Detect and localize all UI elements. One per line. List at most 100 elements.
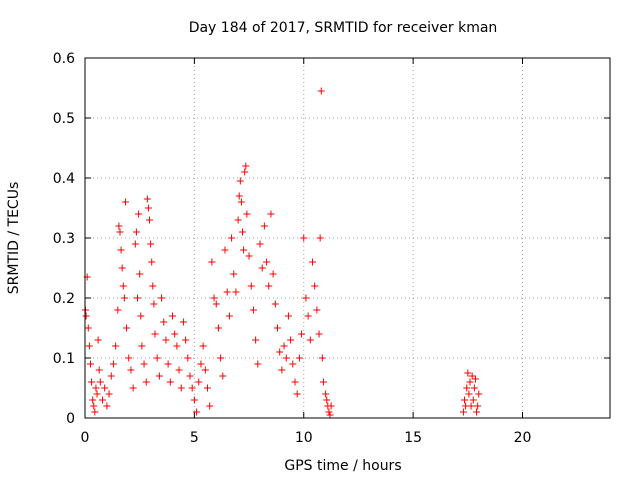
data-point xyxy=(158,294,166,302)
data-point xyxy=(217,354,225,362)
data-point xyxy=(127,366,135,374)
data-point xyxy=(92,384,100,392)
data-point xyxy=(232,288,240,296)
data-point xyxy=(190,396,198,404)
data-point xyxy=(123,324,131,332)
y-tick-label: 0.1 xyxy=(53,351,75,367)
data-point xyxy=(148,258,156,266)
data-point xyxy=(326,411,334,419)
data-point xyxy=(186,372,194,380)
data-point xyxy=(136,270,144,278)
data-point xyxy=(318,354,326,362)
data-point xyxy=(129,384,137,392)
data-point xyxy=(256,240,264,248)
data-point xyxy=(119,282,127,290)
data-point xyxy=(228,234,236,242)
data-point xyxy=(99,396,106,404)
data-point xyxy=(289,360,297,368)
data-point xyxy=(112,342,120,350)
data-point xyxy=(459,408,467,416)
data-point xyxy=(177,384,185,392)
data-point xyxy=(219,372,227,380)
data-point xyxy=(147,240,155,248)
data-point xyxy=(295,354,303,362)
data-point xyxy=(306,336,314,344)
x-tick-label: 0 xyxy=(81,430,90,446)
y-tick-label: 0.5 xyxy=(53,111,75,127)
data-point xyxy=(315,330,323,338)
data-point xyxy=(300,234,308,242)
axis-ticks: 0 5 10 15 20 0 0.1 0.2 0.3 0.4 0.5 0.6 xyxy=(53,51,610,446)
data-point xyxy=(151,330,159,338)
data-point xyxy=(237,198,245,206)
data-point xyxy=(204,384,211,392)
data-point xyxy=(94,336,102,344)
data-point xyxy=(155,372,163,380)
data-point xyxy=(469,396,477,404)
data-point xyxy=(142,378,150,386)
data-point xyxy=(138,342,146,350)
data-point xyxy=(302,294,310,302)
data-point xyxy=(171,330,179,338)
data-point xyxy=(208,258,216,266)
data-point xyxy=(144,204,152,212)
data-point xyxy=(195,378,203,386)
data-point xyxy=(319,378,327,386)
data-point xyxy=(149,282,157,290)
data-point xyxy=(311,282,319,290)
data-point xyxy=(276,348,284,356)
data-point xyxy=(291,378,299,386)
data-point xyxy=(95,366,103,374)
data-point xyxy=(105,390,113,398)
data-point xyxy=(465,390,473,398)
data-point xyxy=(143,195,151,203)
data-point xyxy=(240,246,248,254)
data-point xyxy=(245,252,253,260)
data-point xyxy=(134,294,141,302)
data-point xyxy=(254,360,262,368)
data-point xyxy=(197,360,205,368)
x-tick-label: 10 xyxy=(295,430,313,446)
y-tick-label: 0.3 xyxy=(53,231,75,247)
data-point xyxy=(175,366,183,374)
data-point xyxy=(475,390,483,398)
data-point xyxy=(304,312,312,320)
y-tick-label: 0.2 xyxy=(53,291,75,307)
y-axis-label: SRMTID / TECUs xyxy=(6,182,22,295)
data-point xyxy=(214,324,222,332)
data-point xyxy=(118,264,126,272)
data-point xyxy=(280,342,288,350)
data-point xyxy=(114,306,122,314)
data-point xyxy=(309,258,316,266)
data-point xyxy=(131,240,139,248)
data-point xyxy=(463,384,471,392)
y-tick-label: 0 xyxy=(66,411,75,427)
data-point xyxy=(89,396,97,404)
data-point xyxy=(225,312,233,320)
grid xyxy=(85,58,610,418)
data-point xyxy=(284,312,292,320)
data-point xyxy=(265,282,273,290)
chart-title: Day 184 of 2017, SRMTID for receiver kma… xyxy=(189,20,498,36)
x-axis-label: GPS time / hours xyxy=(284,458,401,474)
data-point xyxy=(468,372,476,380)
data-point xyxy=(101,384,109,392)
x-tick-label: 15 xyxy=(404,430,422,446)
data-point xyxy=(263,258,271,266)
data-point xyxy=(278,366,286,374)
data-point xyxy=(274,324,281,332)
data-point xyxy=(132,228,140,236)
data-point xyxy=(323,396,331,404)
data-point xyxy=(474,402,482,410)
data-point xyxy=(470,384,478,392)
data-point xyxy=(466,378,474,386)
data-point xyxy=(121,198,129,206)
data-point xyxy=(199,342,207,350)
data-point xyxy=(325,408,333,416)
data-point xyxy=(210,294,218,302)
data-point xyxy=(91,408,99,416)
data-point xyxy=(322,390,330,398)
data-point xyxy=(473,408,481,416)
data-point xyxy=(160,318,168,326)
data-point xyxy=(461,396,469,404)
